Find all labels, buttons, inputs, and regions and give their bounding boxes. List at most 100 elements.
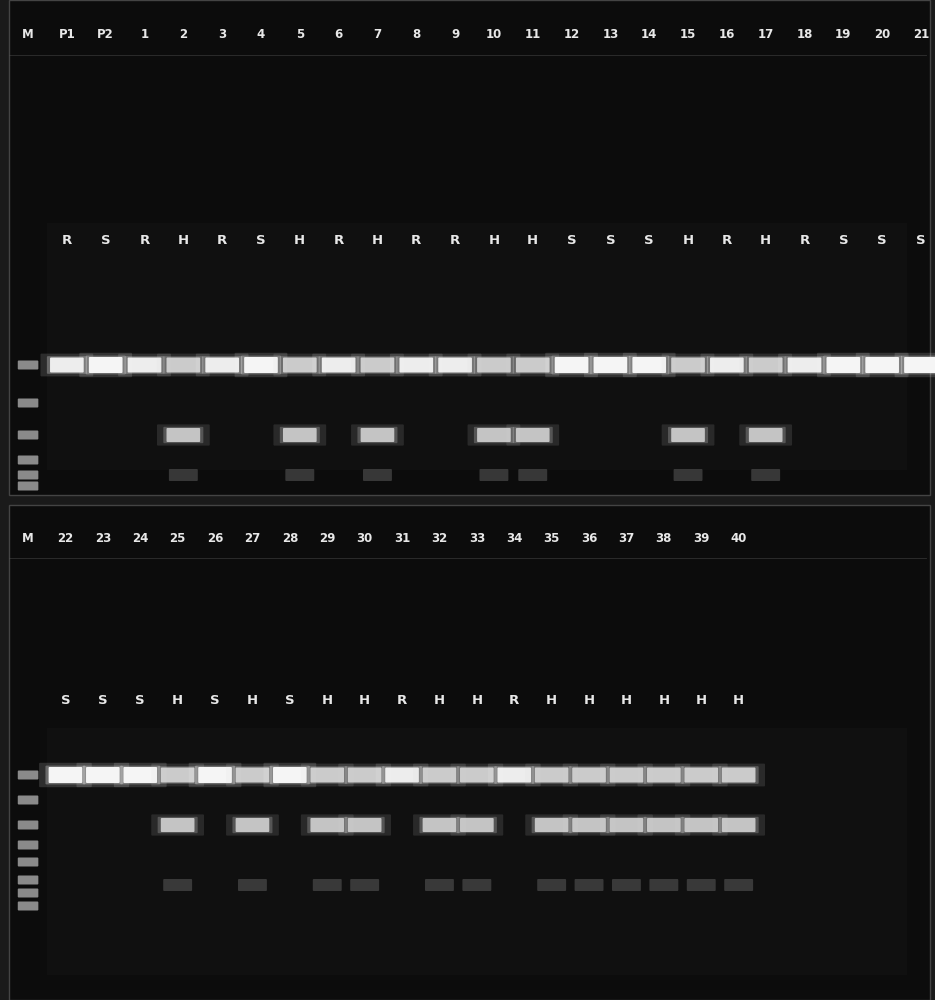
Bar bbox=[47, 223, 907, 470]
Text: 2: 2 bbox=[180, 28, 187, 41]
Text: 36: 36 bbox=[581, 532, 597, 544]
FancyBboxPatch shape bbox=[319, 356, 359, 374]
Text: 33: 33 bbox=[468, 532, 485, 544]
Text: R: R bbox=[411, 233, 422, 246]
FancyBboxPatch shape bbox=[423, 818, 456, 832]
FancyBboxPatch shape bbox=[313, 879, 341, 891]
FancyBboxPatch shape bbox=[396, 356, 437, 374]
Text: 7: 7 bbox=[373, 28, 381, 41]
FancyBboxPatch shape bbox=[235, 353, 287, 377]
FancyBboxPatch shape bbox=[719, 766, 758, 784]
FancyBboxPatch shape bbox=[46, 766, 85, 784]
FancyBboxPatch shape bbox=[495, 766, 534, 784]
FancyBboxPatch shape bbox=[746, 356, 785, 374]
FancyBboxPatch shape bbox=[638, 814, 690, 836]
FancyBboxPatch shape bbox=[273, 424, 326, 446]
FancyBboxPatch shape bbox=[712, 814, 765, 836]
FancyBboxPatch shape bbox=[86, 767, 120, 783]
FancyBboxPatch shape bbox=[351, 424, 404, 446]
FancyBboxPatch shape bbox=[632, 357, 666, 373]
FancyBboxPatch shape bbox=[270, 766, 309, 784]
Text: S: S bbox=[136, 694, 145, 706]
FancyBboxPatch shape bbox=[18, 889, 38, 898]
Text: 39: 39 bbox=[693, 532, 710, 544]
FancyBboxPatch shape bbox=[310, 768, 344, 782]
FancyBboxPatch shape bbox=[18, 470, 38, 479]
FancyBboxPatch shape bbox=[189, 763, 241, 787]
Text: 14: 14 bbox=[641, 28, 657, 41]
FancyBboxPatch shape bbox=[719, 817, 758, 833]
FancyBboxPatch shape bbox=[18, 796, 38, 804]
FancyBboxPatch shape bbox=[460, 818, 494, 832]
FancyBboxPatch shape bbox=[435, 356, 475, 374]
FancyBboxPatch shape bbox=[83, 766, 122, 784]
Text: 29: 29 bbox=[319, 532, 336, 544]
FancyBboxPatch shape bbox=[233, 817, 272, 833]
FancyBboxPatch shape bbox=[18, 820, 38, 830]
FancyBboxPatch shape bbox=[18, 857, 38, 866]
Text: 35: 35 bbox=[543, 532, 560, 544]
Text: R: R bbox=[799, 233, 810, 246]
FancyBboxPatch shape bbox=[357, 427, 397, 443]
Text: H: H bbox=[583, 694, 595, 706]
FancyBboxPatch shape bbox=[650, 879, 678, 891]
FancyBboxPatch shape bbox=[668, 356, 708, 374]
FancyBboxPatch shape bbox=[569, 817, 609, 833]
Text: R: R bbox=[722, 233, 732, 246]
FancyBboxPatch shape bbox=[158, 766, 197, 784]
FancyBboxPatch shape bbox=[310, 818, 344, 832]
FancyBboxPatch shape bbox=[50, 357, 84, 372]
FancyBboxPatch shape bbox=[158, 817, 197, 833]
Text: S: S bbox=[285, 694, 295, 706]
FancyBboxPatch shape bbox=[817, 353, 870, 377]
FancyBboxPatch shape bbox=[348, 768, 381, 782]
Text: 19: 19 bbox=[835, 28, 852, 41]
FancyBboxPatch shape bbox=[338, 764, 391, 786]
FancyBboxPatch shape bbox=[413, 814, 466, 836]
FancyBboxPatch shape bbox=[308, 766, 347, 784]
FancyBboxPatch shape bbox=[600, 814, 653, 836]
FancyBboxPatch shape bbox=[460, 768, 494, 782]
Text: S: S bbox=[916, 233, 926, 246]
Text: 24: 24 bbox=[132, 532, 149, 544]
Text: H: H bbox=[434, 694, 445, 706]
FancyBboxPatch shape bbox=[644, 817, 683, 833]
FancyBboxPatch shape bbox=[638, 764, 690, 786]
FancyBboxPatch shape bbox=[895, 353, 935, 377]
FancyBboxPatch shape bbox=[164, 356, 203, 374]
Text: H: H bbox=[247, 694, 258, 706]
FancyBboxPatch shape bbox=[121, 766, 160, 784]
FancyBboxPatch shape bbox=[157, 424, 209, 446]
FancyBboxPatch shape bbox=[151, 764, 204, 786]
FancyBboxPatch shape bbox=[413, 764, 466, 786]
FancyBboxPatch shape bbox=[710, 357, 743, 372]
FancyBboxPatch shape bbox=[590, 356, 630, 374]
FancyBboxPatch shape bbox=[114, 763, 166, 787]
Text: H: H bbox=[488, 233, 499, 246]
Text: H: H bbox=[621, 694, 632, 706]
Text: 26: 26 bbox=[207, 532, 223, 544]
Text: R: R bbox=[217, 233, 227, 246]
FancyBboxPatch shape bbox=[457, 817, 496, 833]
FancyBboxPatch shape bbox=[322, 357, 355, 372]
FancyBboxPatch shape bbox=[671, 357, 705, 372]
FancyBboxPatch shape bbox=[904, 357, 935, 373]
FancyBboxPatch shape bbox=[610, 818, 643, 832]
FancyBboxPatch shape bbox=[363, 469, 392, 481]
Text: H: H bbox=[683, 233, 694, 246]
FancyBboxPatch shape bbox=[610, 768, 643, 782]
FancyBboxPatch shape bbox=[40, 354, 94, 376]
FancyBboxPatch shape bbox=[468, 424, 520, 446]
FancyBboxPatch shape bbox=[345, 766, 384, 784]
FancyBboxPatch shape bbox=[563, 814, 615, 836]
FancyBboxPatch shape bbox=[273, 354, 326, 376]
FancyBboxPatch shape bbox=[238, 879, 266, 891]
FancyBboxPatch shape bbox=[516, 428, 550, 442]
FancyBboxPatch shape bbox=[684, 768, 718, 782]
FancyBboxPatch shape bbox=[623, 353, 676, 377]
FancyBboxPatch shape bbox=[47, 356, 87, 374]
FancyBboxPatch shape bbox=[700, 354, 754, 376]
Text: 3: 3 bbox=[218, 28, 226, 41]
FancyBboxPatch shape bbox=[784, 356, 825, 374]
FancyBboxPatch shape bbox=[474, 356, 514, 374]
